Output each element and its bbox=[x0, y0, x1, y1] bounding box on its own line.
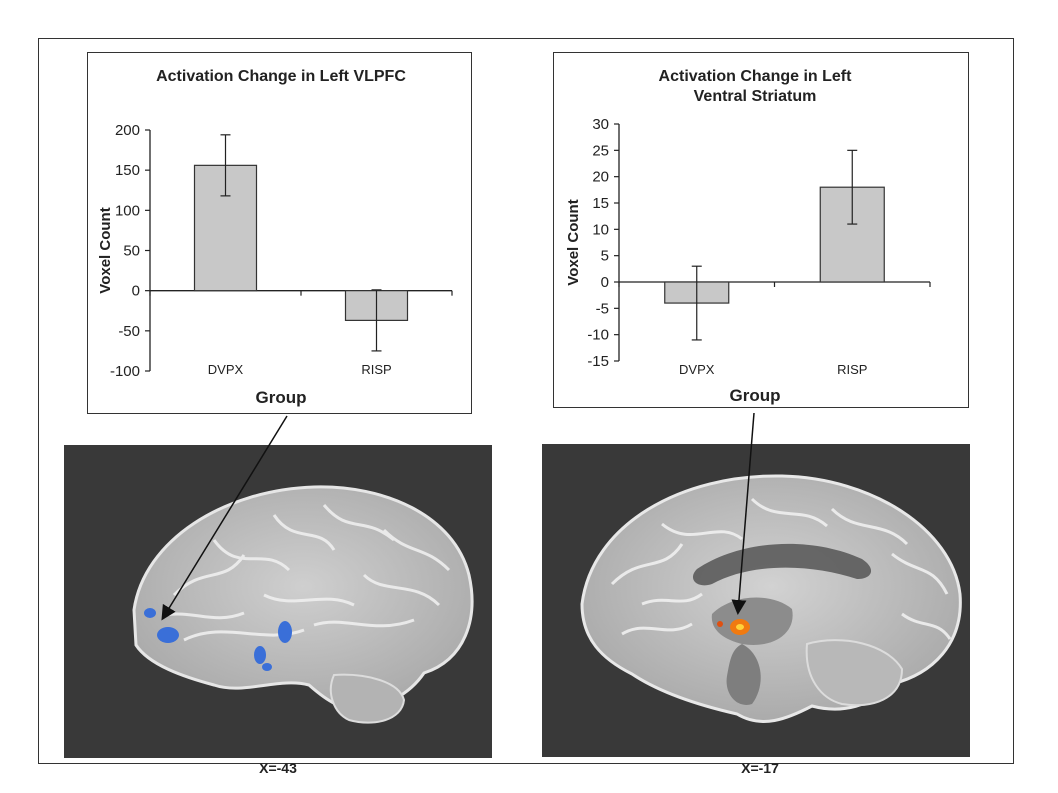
chart-vlpfc: Activation Change in Left VLPFC 200 150 100… bbox=[87, 52, 472, 414]
category-label-risp: RISP bbox=[361, 362, 391, 377]
activation-orange-cluster bbox=[717, 619, 750, 635]
y-tick-label: 10 bbox=[592, 221, 609, 238]
brain-slice-right-image bbox=[580, 474, 962, 723]
category-label-risp: RISP bbox=[837, 362, 867, 377]
chart-title-line: Ventral Striatum bbox=[694, 88, 817, 105]
category-label-dvpx: DVPX bbox=[208, 362, 244, 377]
chart-ventral-striatum: Activation Change in Left Ventral Striatu… bbox=[553, 52, 969, 408]
chart-title-line: Activation Change in Left bbox=[659, 68, 853, 85]
brain-scan-left bbox=[64, 445, 492, 758]
y-axis-label: Voxel Count bbox=[565, 199, 582, 285]
y-tick-label: 25 bbox=[592, 142, 609, 159]
y-axis-label: Voxel Count bbox=[97, 207, 114, 293]
y-tick-label: 0 bbox=[132, 283, 140, 300]
y-tick-label: 5 bbox=[601, 248, 609, 265]
x-axis-label: Group bbox=[256, 388, 307, 407]
y-tick-label: -5 bbox=[596, 300, 609, 317]
chart-title-line: Activation Change in Left VLPFC bbox=[156, 68, 406, 85]
y-tick-label: 20 bbox=[592, 169, 609, 186]
scan-caption-left: X=-43 bbox=[259, 760, 297, 776]
brain-scan-right bbox=[542, 444, 970, 757]
x-axis-label: Group bbox=[730, 386, 781, 405]
y-tick-label: 30 bbox=[592, 116, 609, 133]
y-tick-label: -50 bbox=[118, 323, 140, 340]
scan-caption-right: X=-17 bbox=[741, 760, 779, 776]
y-tick-label: 150 bbox=[115, 162, 140, 179]
category-label-dvpx: DVPX bbox=[679, 362, 715, 377]
y-tick-label: -15 bbox=[587, 353, 609, 370]
chart-ventral-striatum-svg: Activation Change in Left Ventral Striatu… bbox=[565, 68, 931, 405]
y-tick-label: -10 bbox=[587, 327, 609, 344]
y-tick-label: -100 bbox=[110, 363, 140, 380]
activation-blue-clusters bbox=[144, 608, 292, 671]
brain-slice-left-image bbox=[132, 485, 474, 724]
chart-vlpfc-svg: Activation Change in Left VLPFC 200 150 100… bbox=[97, 68, 453, 407]
y-tick-label: 15 bbox=[592, 195, 609, 212]
y-tick-label: 0 bbox=[601, 274, 609, 291]
figure-frame bbox=[38, 38, 1014, 764]
y-tick-label: 50 bbox=[123, 243, 140, 260]
y-tick-label: 200 bbox=[115, 122, 140, 139]
y-tick-label: 100 bbox=[115, 202, 140, 219]
